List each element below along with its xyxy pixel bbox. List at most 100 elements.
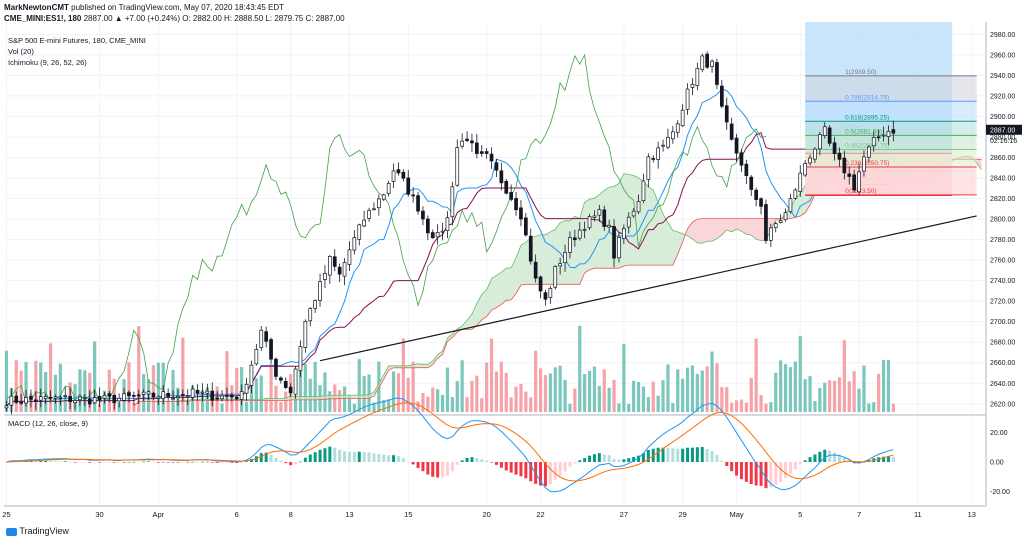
tv-logo-text: TradingView <box>19 526 69 536</box>
legend-title[interactable]: S&P 500 E-mini Futures, 180, CME_MINI <box>8 36 146 45</box>
candle-body <box>866 146 871 158</box>
fib-zone <box>805 166 977 195</box>
chart-header: MarkNewtonCMT published on TradingView.c… <box>4 2 345 24</box>
candle-body <box>401 171 406 179</box>
candle-body <box>141 391 146 395</box>
macd-histogram-bar <box>548 462 552 485</box>
macd-histogram-bar <box>607 455 611 462</box>
candle-body <box>445 217 450 231</box>
volume-bar <box>636 381 641 412</box>
price-tick-label: 2840.00 <box>990 176 1015 183</box>
cloud-segment <box>697 218 703 244</box>
volume-bar <box>181 337 185 412</box>
volume-bar <box>710 351 714 412</box>
cloud-segment <box>746 218 752 236</box>
candle-body <box>803 163 808 176</box>
legend-macd[interactable]: MACD (12, 26, close, 9) <box>8 419 89 428</box>
macd-histogram-bar <box>357 451 361 462</box>
macd-histogram-bar <box>171 462 175 463</box>
volume-bar <box>553 367 557 412</box>
candle-body <box>857 171 861 193</box>
macd-histogram-bar <box>44 460 48 462</box>
volume-bar <box>342 386 347 412</box>
time-tick-label: 13 <box>968 510 976 519</box>
volume-bar <box>597 385 601 412</box>
macd-histogram-bar <box>308 454 312 462</box>
volume-bar <box>328 391 332 412</box>
volume-bar <box>715 363 719 412</box>
macd-histogram-bar <box>813 454 817 462</box>
legend-ichimoku[interactable]: Ichimoku (9, 26, 52, 26) <box>8 58 87 67</box>
macd-histogram-bar <box>558 462 562 476</box>
candle-body <box>700 55 705 70</box>
macd-histogram-bar <box>132 461 136 463</box>
macd-histogram-bar <box>676 448 680 462</box>
macd-histogram-bar <box>573 462 577 464</box>
time-tick-label: 5 <box>798 510 802 519</box>
symbol-line: CME_MINI:ES1!, 180 2887.00 ▲ +7.00 (+0.2… <box>4 13 345 24</box>
volume-bar <box>470 380 474 412</box>
candle-body <box>479 151 484 154</box>
volume-bar <box>431 387 435 412</box>
time-tick-label: 29 <box>678 510 686 519</box>
volume-bar <box>813 400 817 412</box>
macd-histogram-bar <box>161 461 165 463</box>
cloud-segment <box>589 198 595 270</box>
volume-bar <box>406 377 410 412</box>
volume-bar <box>730 402 734 412</box>
candle-body <box>646 156 651 180</box>
volume-bar <box>695 373 699 412</box>
cloud-segment <box>501 268 507 305</box>
candle-body <box>87 398 92 405</box>
volume-bar <box>259 375 263 412</box>
macd-histogram-bar <box>690 447 694 462</box>
candle-body <box>156 396 161 399</box>
candle-body <box>53 396 58 399</box>
candle-body <box>563 252 567 263</box>
macd-histogram-bar <box>323 448 327 462</box>
candle-body <box>519 207 523 220</box>
macd-histogram-bar <box>387 455 391 462</box>
candle-body <box>675 123 680 133</box>
tv-logo-icon <box>6 527 17 536</box>
candle-body <box>391 170 396 182</box>
candle-body <box>185 395 190 398</box>
volume-bar <box>759 394 763 412</box>
candle-body <box>778 220 783 223</box>
candle-body <box>435 232 440 238</box>
candle-body <box>656 147 661 160</box>
candle-body <box>259 329 264 348</box>
macd-histogram-bar <box>602 454 606 462</box>
candle-body <box>38 396 43 401</box>
macd-histogram-bar <box>475 458 479 462</box>
volume-bar <box>475 375 479 412</box>
candle-body <box>455 147 460 186</box>
macd-histogram-bar <box>240 462 244 463</box>
legend-vol[interactable]: Vol (20) <box>8 47 34 56</box>
cloud-segment <box>285 396 291 401</box>
volume-bar <box>823 382 827 412</box>
volume-bar <box>450 397 454 412</box>
volume-bar <box>249 384 254 412</box>
cloud-segment <box>418 363 423 368</box>
candle-body <box>24 397 28 404</box>
candle-body <box>494 162 499 171</box>
candle-body <box>670 131 675 140</box>
macd-histogram-bar <box>318 449 322 462</box>
tradingview-logo[interactable]: TradingView <box>6 526 69 536</box>
kijun-sen <box>6 132 894 407</box>
chikou-span <box>6 53 767 404</box>
macd-histogram-bar <box>68 461 72 463</box>
author-name[interactable]: MarkNewtonCMT <box>4 3 69 12</box>
candle-body <box>161 391 166 399</box>
symbol-name[interactable]: CME_MINI:ES1!, 180 <box>4 14 82 23</box>
volume-bar <box>293 395 298 412</box>
price-tick-label: 2920.00 <box>990 93 1015 100</box>
fibonacci-retracement[interactable]: 1(2939.50) 0.786(2914.75) 0.618(2895.25) 0.… <box>805 69 977 196</box>
macd-histogram-bar <box>93 462 97 463</box>
cloud-segment <box>726 218 732 232</box>
trendline[interactable] <box>319 215 977 362</box>
macd-histogram-bar <box>274 457 278 462</box>
volume-bar <box>837 377 842 412</box>
